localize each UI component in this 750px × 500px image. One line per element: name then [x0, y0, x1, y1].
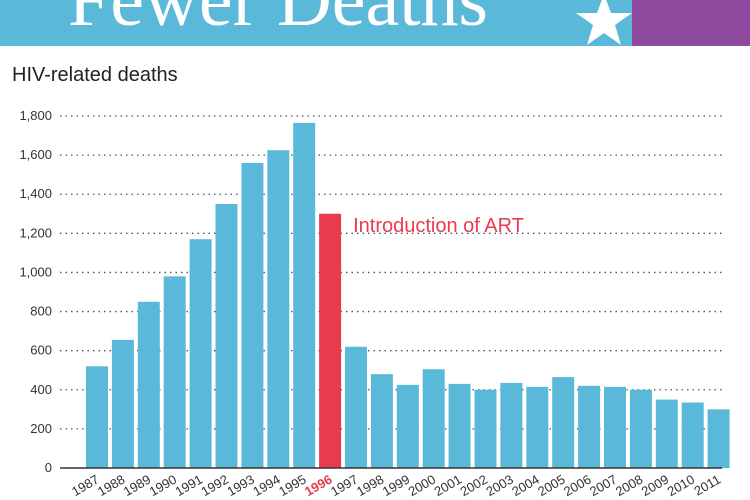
banner-title: Fewer Deaths	[68, 0, 488, 42]
y-tick-label: 1,400	[19, 186, 52, 201]
bar	[86, 366, 108, 468]
bar	[370, 374, 393, 468]
bar	[396, 384, 419, 468]
bar	[526, 386, 549, 468]
bar	[111, 339, 134, 468]
bar	[319, 213, 342, 468]
bar	[163, 276, 186, 468]
y-tick-label: 600	[30, 343, 52, 358]
bar	[267, 150, 290, 468]
bar	[448, 383, 471, 468]
bar	[474, 389, 497, 468]
bar-chart-plot: 02004006008001,0001,2001,4001,6001,80019…	[19, 108, 730, 499]
bar	[681, 402, 704, 468]
title-banner: Fewer Deaths	[0, 0, 750, 46]
bar	[655, 399, 678, 468]
y-tick-label: 800	[30, 304, 52, 319]
banner-accent	[632, 0, 750, 46]
y-tick-label: 1,600	[19, 147, 52, 162]
bar	[422, 369, 445, 468]
chart-title: HIV-related deaths	[12, 64, 178, 86]
y-tick-label: 0	[45, 460, 52, 475]
bar	[500, 382, 523, 468]
y-tick-label: 1,000	[19, 264, 52, 279]
bar	[604, 386, 626, 468]
y-tick-label: 200	[30, 421, 52, 436]
y-tick-label: 1,200	[19, 225, 52, 240]
y-tick-label: 1,800	[19, 108, 52, 123]
chart: HIV-related deaths 0 200 400 600 800 1,000 1,2…	[0, 46, 750, 500]
bar	[189, 239, 212, 468]
bar	[293, 122, 316, 468]
y-tick-label: 400	[30, 382, 52, 397]
bar	[629, 389, 652, 468]
bar	[552, 377, 575, 468]
bar	[215, 204, 238, 468]
bar	[578, 385, 601, 468]
bar	[241, 162, 264, 468]
x-tick-label: 2011	[691, 472, 723, 499]
bar	[137, 301, 160, 468]
annotation-label: Introduction of ART	[353, 215, 524, 237]
bar	[345, 346, 367, 468]
star-icon	[576, 0, 632, 45]
bar	[707, 409, 730, 468]
